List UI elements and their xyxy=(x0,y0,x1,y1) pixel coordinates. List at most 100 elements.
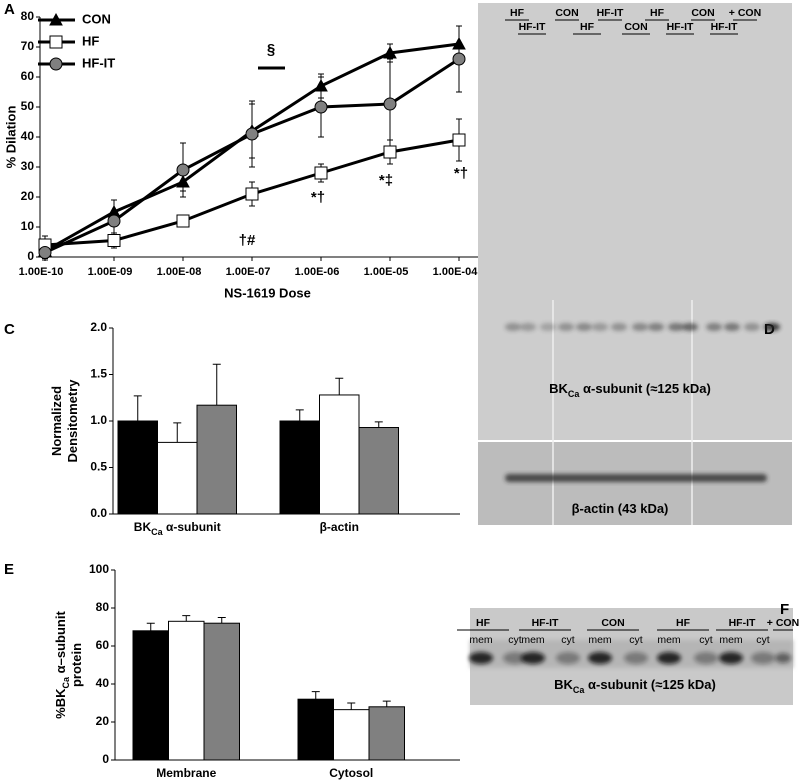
blot-band xyxy=(764,323,780,331)
blot-caption: β-actin (43 kDa) xyxy=(572,501,669,516)
error-bar xyxy=(212,363,221,406)
marker xyxy=(383,145,397,159)
bar xyxy=(203,622,240,761)
blot-band xyxy=(719,652,743,664)
marker xyxy=(452,52,466,66)
text-part: Ca xyxy=(573,685,585,695)
marker xyxy=(49,57,63,71)
blot-band xyxy=(592,323,608,331)
bar xyxy=(358,427,399,515)
error-bar xyxy=(182,615,191,622)
y-tick-label: 40 xyxy=(96,676,110,690)
error-bar xyxy=(295,409,304,421)
y-tick-label: 1.5 xyxy=(90,367,107,381)
marker xyxy=(452,36,466,50)
lane-label: HF-IT xyxy=(711,21,738,33)
marker xyxy=(176,214,190,228)
group-label: + CON xyxy=(767,617,799,629)
x-tick-label: Membrane xyxy=(156,766,216,780)
legend-label: HF xyxy=(82,33,99,48)
x-tick-label: Cytosol xyxy=(329,766,373,780)
fraction-label: mem xyxy=(469,634,493,646)
legend-label: CON xyxy=(82,11,111,26)
x-tick-label: 1.00E-07 xyxy=(226,266,271,278)
marker xyxy=(245,127,259,141)
blot-band xyxy=(657,652,681,664)
y-tick-label: 20 xyxy=(96,714,110,728)
x-tick-label: 1.00E-05 xyxy=(364,266,409,278)
text-part: Ca xyxy=(568,389,580,399)
marker xyxy=(452,133,466,147)
group-label: HF xyxy=(676,617,691,629)
blot-band xyxy=(611,323,627,331)
text-part: α–subunit xyxy=(53,611,68,677)
lane-label: HF-IT xyxy=(667,21,694,33)
blot-band xyxy=(521,652,545,664)
annotation: § xyxy=(267,41,275,58)
group-label: HF-IT xyxy=(729,617,756,629)
y-axis-label: protein xyxy=(69,643,84,687)
lane-label: CON xyxy=(624,21,647,33)
marker xyxy=(176,174,190,188)
blot-band xyxy=(588,652,612,664)
marker xyxy=(314,100,328,114)
panel-letter: A xyxy=(4,1,15,18)
blot-band xyxy=(682,323,698,331)
y-tick-label: 30 xyxy=(21,159,35,173)
blot-band xyxy=(558,323,574,331)
lane-label: HF xyxy=(510,7,525,19)
fraction-label: cyt xyxy=(629,634,643,646)
error-bar xyxy=(335,377,344,395)
blot-band xyxy=(505,474,767,482)
error-bar xyxy=(382,700,391,707)
x-tick-label: 1.00E-10 xyxy=(19,266,64,278)
error-bar xyxy=(173,422,182,443)
bar xyxy=(132,630,169,761)
blot-band xyxy=(556,652,580,664)
panel-letter: C xyxy=(4,321,15,338)
y-tick-label: 1.0 xyxy=(90,413,107,427)
error-bar xyxy=(133,395,142,421)
y-tick-label: 70 xyxy=(21,39,35,53)
y-axis-label: Densitometry xyxy=(65,379,80,463)
marker xyxy=(383,45,397,59)
marker xyxy=(38,246,52,259)
marker xyxy=(314,166,328,180)
annotation: *† xyxy=(311,189,325,206)
x-axis-label: NS-1619 Dose xyxy=(224,285,311,300)
y-tick-label: 10 xyxy=(21,219,35,233)
legend-label: HF-IT xyxy=(82,55,115,70)
y-tick-label: 80 xyxy=(96,600,110,614)
y-axis-label: %BKCa α–subunit xyxy=(53,611,71,719)
x-tick-label: BKCa α-subunit xyxy=(134,520,221,537)
annotation: *‡ xyxy=(379,172,393,189)
y-axis-label: % Dilation xyxy=(3,106,18,169)
lane-label: HF xyxy=(650,7,665,19)
y-tick-label: 2.0 xyxy=(90,320,107,334)
bar xyxy=(168,620,205,761)
text-part: %BK xyxy=(53,688,68,719)
text-part: Ca xyxy=(61,676,71,688)
x-tick-label: 1.00E-04 xyxy=(433,266,479,278)
y-tick-label: 60 xyxy=(21,69,35,83)
fraction-label: mem xyxy=(719,634,743,646)
blot-band xyxy=(648,323,664,331)
marker xyxy=(107,214,121,228)
lane-label: CON xyxy=(555,7,578,19)
blot-band xyxy=(576,323,592,331)
fraction-label: mem xyxy=(521,634,545,646)
marker xyxy=(107,234,121,247)
marker xyxy=(49,35,63,49)
text-part: β-actin (43 kDa) xyxy=(572,501,669,516)
y-tick-label: 50 xyxy=(21,99,35,113)
marker xyxy=(314,78,328,92)
blot-band xyxy=(520,323,536,331)
marker xyxy=(383,97,397,111)
blot-band xyxy=(469,652,493,664)
y-tick-label: 0.0 xyxy=(90,506,107,520)
text-part: Ca xyxy=(151,527,163,537)
blot-bottom xyxy=(478,442,792,525)
y-tick-label: 100 xyxy=(89,562,109,576)
panel-letter: E xyxy=(4,561,14,578)
